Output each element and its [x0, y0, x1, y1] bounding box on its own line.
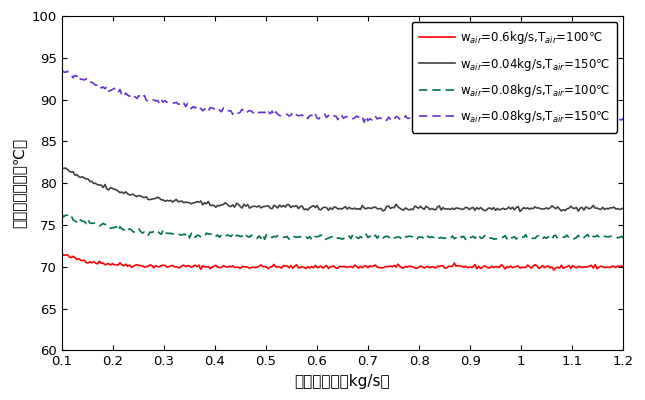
w$_{air}$=0.6kg/s,T$_{air}$=100℃ — [619, 264, 627, 269]
w$_{air}$=0.08kg/s,T$_{air}$=150℃ — [546, 122, 554, 126]
w$_{air}$=0.6kg/s,T$_{air}$=100℃ — [58, 252, 66, 256]
w$_{air}$=0.04kg/s,T$_{air}$=150℃ — [402, 206, 410, 210]
w$_{air}$=0.08kg/s,T$_{air}$=150℃ — [531, 119, 539, 124]
Line: w$_{air}$=0.08kg/s,T$_{air}$=100℃: w$_{air}$=0.08kg/s,T$_{air}$=100℃ — [62, 214, 623, 240]
w$_{air}$=0.04kg/s,T$_{air}$=150℃ — [392, 202, 400, 207]
w$_{air}$=0.6kg/s,T$_{air}$=100℃ — [550, 268, 558, 272]
w$_{air}$=0.08kg/s,T$_{air}$=100℃ — [402, 234, 410, 239]
w$_{air}$=0.04kg/s,T$_{air}$=150℃ — [533, 206, 541, 210]
w$_{air}$=0.04kg/s,T$_{air}$=150℃ — [516, 209, 524, 214]
w$_{air}$=0.04kg/s,T$_{air}$=150℃ — [390, 205, 398, 210]
w$_{air}$=0.08kg/s,T$_{air}$=150℃ — [390, 117, 398, 122]
w$_{air}$=0.6kg/s,T$_{air}$=100℃ — [392, 265, 400, 270]
Line: w$_{air}$=0.6kg/s,T$_{air}$=100℃: w$_{air}$=0.6kg/s,T$_{air}$=100℃ — [62, 254, 623, 270]
w$_{air}$=0.04kg/s,T$_{air}$=150℃ — [619, 206, 627, 210]
w$_{air}$=0.08kg/s,T$_{air}$=150℃ — [392, 114, 400, 119]
w$_{air}$=0.6kg/s,T$_{air}$=100℃ — [531, 262, 539, 267]
w$_{air}$=0.08kg/s,T$_{air}$=150℃ — [58, 68, 66, 72]
w$_{air}$=0.6kg/s,T$_{air}$=100℃ — [60, 253, 68, 258]
w$_{air}$=0.6kg/s,T$_{air}$=100℃ — [390, 263, 398, 268]
w$_{air}$=0.08kg/s,T$_{air}$=150℃ — [402, 113, 410, 118]
w$_{air}$=0.6kg/s,T$_{air}$=100℃ — [569, 263, 577, 268]
w$_{air}$=0.08kg/s,T$_{air}$=100℃ — [533, 234, 541, 238]
w$_{air}$=0.04kg/s,T$_{air}$=150℃ — [569, 206, 577, 210]
w$_{air}$=0.08kg/s,T$_{air}$=100℃ — [392, 235, 400, 240]
w$_{air}$=0.04kg/s,T$_{air}$=150℃ — [58, 165, 66, 170]
w$_{air}$=0.08kg/s,T$_{air}$=100℃ — [619, 236, 627, 241]
Y-axis label: 出口空气温度（℃）: 出口空气温度（℃） — [11, 138, 26, 228]
w$_{air}$=0.08kg/s,T$_{air}$=150℃ — [569, 118, 577, 122]
Line: w$_{air}$=0.04kg/s,T$_{air}$=150℃: w$_{air}$=0.04kg/s,T$_{air}$=150℃ — [62, 168, 623, 212]
w$_{air}$=0.08kg/s,T$_{air}$=150℃ — [619, 116, 627, 121]
Line: w$_{air}$=0.08kg/s,T$_{air}$=150℃: w$_{air}$=0.08kg/s,T$_{air}$=150℃ — [62, 70, 623, 124]
w$_{air}$=0.08kg/s,T$_{air}$=150℃ — [60, 70, 68, 74]
w$_{air}$=0.08kg/s,T$_{air}$=100℃ — [60, 214, 68, 219]
w$_{air}$=0.08kg/s,T$_{air}$=100℃ — [58, 212, 66, 216]
w$_{air}$=0.08kg/s,T$_{air}$=100℃ — [390, 236, 398, 240]
w$_{air}$=0.08kg/s,T$_{air}$=100℃ — [413, 237, 421, 242]
Legend: w$_{air}$=0.6kg/s,T$_{air}$=100℃, w$_{air}$=0.04kg/s,T$_{air}$=150℃, w$_{air}$=0: w$_{air}$=0.6kg/s,T$_{air}$=100℃, w$_{ai… — [412, 22, 617, 132]
w$_{air}$=0.6kg/s,T$_{air}$=100℃ — [402, 264, 410, 269]
X-axis label: 冷却液流量（kg/s）: 冷却液流量（kg/s） — [295, 374, 390, 389]
w$_{air}$=0.04kg/s,T$_{air}$=150℃ — [60, 166, 68, 171]
w$_{air}$=0.08kg/s,T$_{air}$=100℃ — [569, 237, 577, 242]
